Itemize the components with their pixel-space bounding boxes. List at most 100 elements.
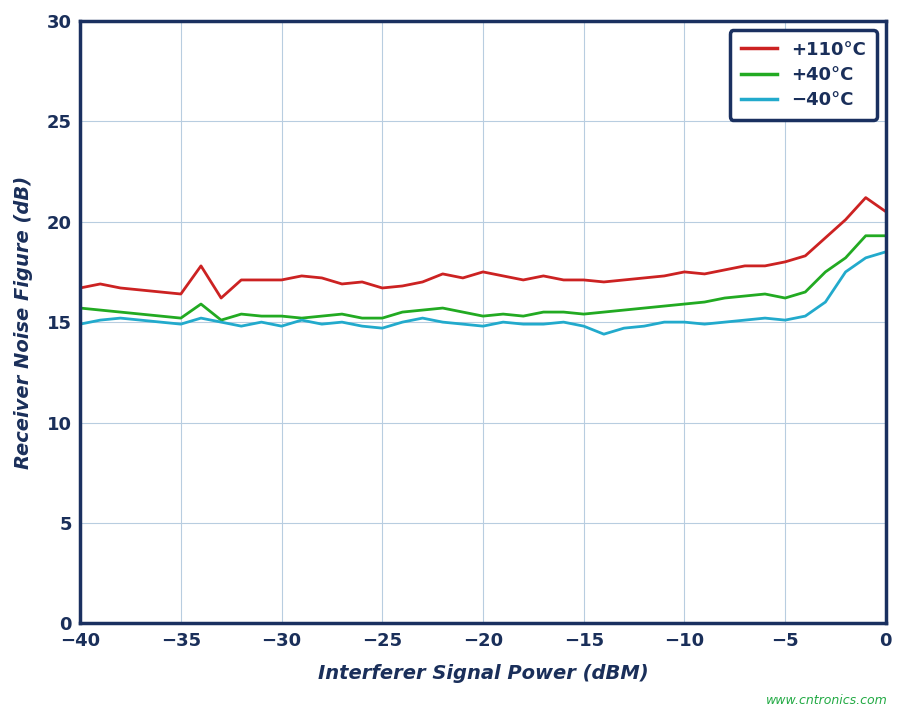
- +40°C: [780, 294, 791, 302]
- −40°C: [74, 320, 85, 328]
- −40°C: [256, 318, 267, 327]
- −40°C: [276, 322, 287, 330]
- +110°C: [115, 284, 126, 292]
- +40°C: [518, 312, 529, 320]
- +110°C: [216, 294, 226, 302]
- +40°C: [236, 309, 246, 318]
- +40°C: [861, 231, 872, 240]
- +40°C: [417, 306, 428, 314]
- +110°C: [639, 274, 650, 282]
- +110°C: [558, 276, 569, 284]
- +110°C: [759, 261, 770, 270]
- +110°C: [236, 276, 246, 284]
- −40°C: [336, 318, 347, 327]
- −40°C: [679, 318, 689, 327]
- +40°C: [95, 306, 106, 314]
- +40°C: [377, 314, 388, 322]
- −40°C: [739, 316, 750, 325]
- +40°C: [196, 299, 207, 308]
- +40°C: [256, 312, 267, 320]
- +110°C: [719, 266, 730, 274]
- −40°C: [497, 318, 508, 327]
- +40°C: [316, 312, 327, 320]
- +110°C: [679, 268, 689, 276]
- −40°C: [316, 320, 327, 328]
- +110°C: [659, 271, 670, 280]
- +110°C: [538, 271, 549, 280]
- +40°C: [497, 309, 508, 318]
- +110°C: [820, 233, 831, 242]
- +40°C: [336, 309, 347, 318]
- +110°C: [276, 276, 287, 284]
- +110°C: [699, 270, 710, 279]
- +110°C: [316, 274, 327, 282]
- +40°C: [176, 314, 187, 322]
- +110°C: [578, 276, 589, 284]
- −40°C: [719, 318, 730, 327]
- −40°C: [659, 318, 670, 327]
- −40°C: [357, 322, 368, 330]
- −40°C: [619, 324, 630, 332]
- −40°C: [377, 324, 388, 332]
- X-axis label: Interferer Signal Power (dBM): Interferer Signal Power (dBM): [318, 663, 649, 683]
- −40°C: [578, 322, 589, 330]
- +110°C: [598, 278, 609, 286]
- +110°C: [296, 271, 307, 280]
- +40°C: [759, 289, 770, 298]
- +110°C: [135, 286, 146, 294]
- −40°C: [438, 318, 448, 327]
- −40°C: [558, 318, 569, 327]
- −40°C: [236, 322, 246, 330]
- +110°C: [336, 279, 347, 288]
- +40°C: [699, 298, 710, 307]
- +40°C: [538, 308, 549, 317]
- +110°C: [438, 270, 448, 279]
- Line: +40°C: +40°C: [80, 236, 886, 320]
- Line: +110°C: +110°C: [80, 197, 886, 298]
- +110°C: [458, 274, 468, 282]
- +40°C: [357, 314, 368, 322]
- −40°C: [820, 298, 831, 307]
- −40°C: [598, 330, 609, 338]
- −40°C: [135, 316, 146, 325]
- +40°C: [639, 304, 650, 312]
- −40°C: [458, 320, 468, 328]
- +110°C: [417, 278, 428, 286]
- +110°C: [196, 261, 207, 270]
- −40°C: [639, 322, 650, 330]
- +40°C: [74, 304, 85, 312]
- Legend: +110°C, +40°C, −40°C: +110°C, +40°C, −40°C: [729, 30, 877, 120]
- +110°C: [95, 279, 106, 288]
- −40°C: [115, 314, 126, 322]
- +110°C: [518, 276, 529, 284]
- +110°C: [861, 193, 872, 202]
- Text: www.cntronics.com: www.cntronics.com: [766, 694, 888, 707]
- +40°C: [155, 312, 166, 320]
- +40°C: [438, 304, 448, 312]
- −40°C: [759, 314, 770, 322]
- −40°C: [861, 253, 872, 262]
- −40°C: [196, 314, 207, 322]
- +40°C: [679, 299, 689, 308]
- +40°C: [800, 288, 811, 297]
- +40°C: [458, 308, 468, 317]
- +40°C: [598, 308, 609, 317]
- −40°C: [881, 248, 892, 256]
- +40°C: [276, 312, 287, 320]
- +110°C: [397, 281, 408, 290]
- +110°C: [176, 289, 187, 298]
- +40°C: [216, 316, 226, 325]
- −40°C: [176, 320, 187, 328]
- +40°C: [135, 309, 146, 318]
- +110°C: [881, 208, 892, 216]
- −40°C: [477, 322, 488, 330]
- −40°C: [95, 316, 106, 325]
- +110°C: [739, 261, 750, 270]
- +110°C: [357, 278, 368, 286]
- +40°C: [115, 308, 126, 317]
- +40°C: [840, 253, 851, 262]
- −40°C: [417, 314, 428, 322]
- +110°C: [840, 215, 851, 224]
- −40°C: [800, 312, 811, 320]
- Line: −40°C: −40°C: [80, 252, 886, 334]
